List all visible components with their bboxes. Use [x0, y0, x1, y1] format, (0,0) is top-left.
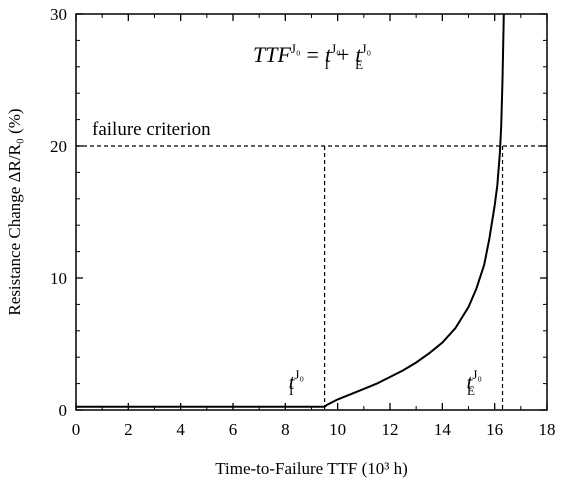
- x-tick-label: 8: [281, 420, 290, 439]
- t-e-label: tJ₀ E: [467, 367, 482, 398]
- equation-sub-e: E: [355, 57, 363, 72]
- series-layer: [76, 13, 505, 408]
- x-tick-label: 16: [486, 420, 503, 439]
- equation-plus: +: [337, 42, 349, 67]
- equation-sub-i: I: [325, 57, 329, 72]
- equation-t1: t: [325, 42, 332, 67]
- t-i-base: t: [289, 370, 296, 394]
- t-e-sub: E: [467, 383, 475, 398]
- equation-sup-1: J₀: [291, 41, 301, 56]
- x-tick-label: 0: [72, 420, 81, 439]
- x-tick-label: 12: [382, 420, 399, 439]
- t-i-sup: J₀: [294, 367, 304, 382]
- equation-label: TTFJ₀ = tJ₀ I + tJ₀ E: [253, 41, 371, 72]
- y-tick-label: 10: [50, 269, 67, 288]
- y-axis-label: Resistance Change ΔR/R₀ (%): [5, 108, 24, 315]
- t-i-sub: I: [289, 383, 293, 398]
- equation-sup-2: J₀: [331, 41, 341, 56]
- x-tick-label: 14: [434, 420, 452, 439]
- t-e-base: t: [467, 370, 474, 394]
- series-line: [76, 13, 505, 408]
- tick-layer: 0 2 4 6 8 10 12 14 16 18 0 10 20 30: [50, 5, 556, 439]
- annotation-layer: failure criterion TTFJ₀ = tJ₀ I + tJ₀ E tJ₀ I t…: [76, 41, 547, 410]
- equation-sup-3: J₀: [362, 41, 372, 56]
- y-tick-label: 0: [59, 401, 68, 420]
- x-tick-label: 18: [539, 420, 556, 439]
- t-e-sup: J₀: [472, 367, 482, 382]
- t-i-label: tJ₀ I: [289, 367, 304, 398]
- equation-ttf: TTF: [253, 42, 291, 67]
- plot-frame: [75, 13, 548, 411]
- x-tick-label: 2: [124, 420, 133, 439]
- x-axis-label: Time-to-Failure TTF (10³ h): [215, 459, 408, 478]
- equation-t2: t: [355, 42, 362, 67]
- x-tick-label: 6: [229, 420, 238, 439]
- y-tick-label: 20: [50, 137, 67, 156]
- failure-criterion-label: failure criterion: [92, 119, 211, 140]
- x-tick-label: 10: [329, 420, 346, 439]
- equation-equals: =: [307, 42, 319, 67]
- y-tick-label: 30: [50, 5, 67, 24]
- x-tick-label: 4: [176, 420, 185, 439]
